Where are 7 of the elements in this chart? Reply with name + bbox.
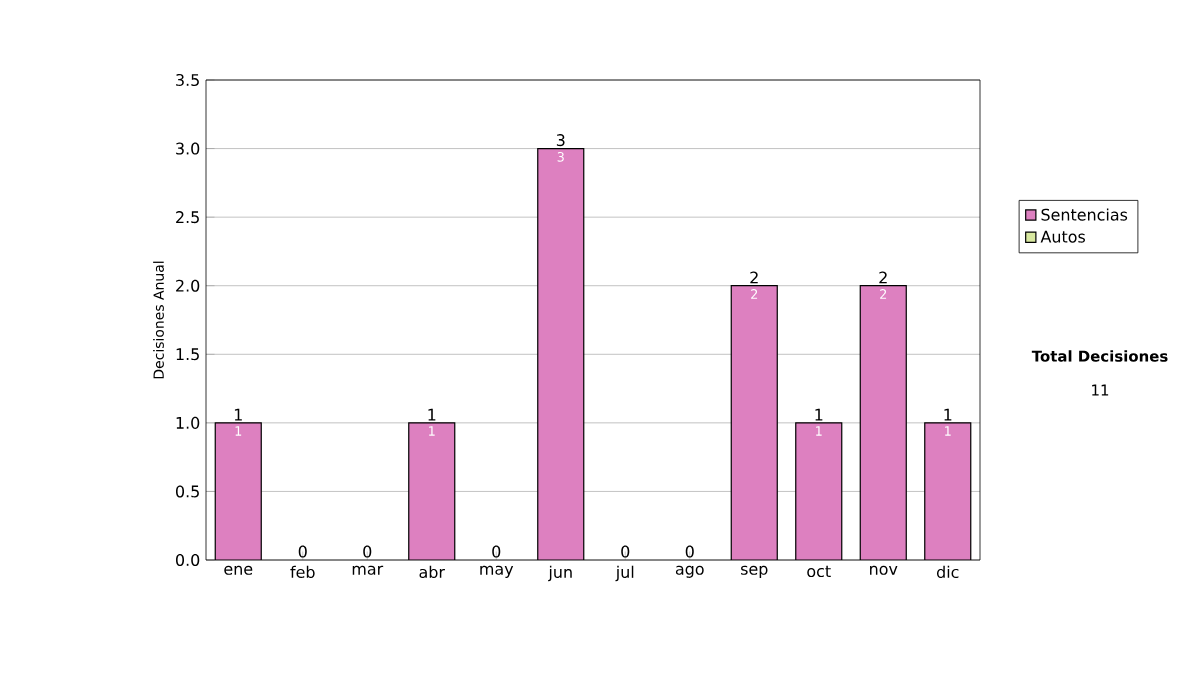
bar — [214, 422, 262, 560]
bar — [730, 285, 778, 560]
bar — [537, 147, 585, 560]
bar — [408, 422, 456, 560]
bar — [795, 422, 843, 560]
bar — [924, 422, 972, 560]
bar — [859, 285, 907, 560]
